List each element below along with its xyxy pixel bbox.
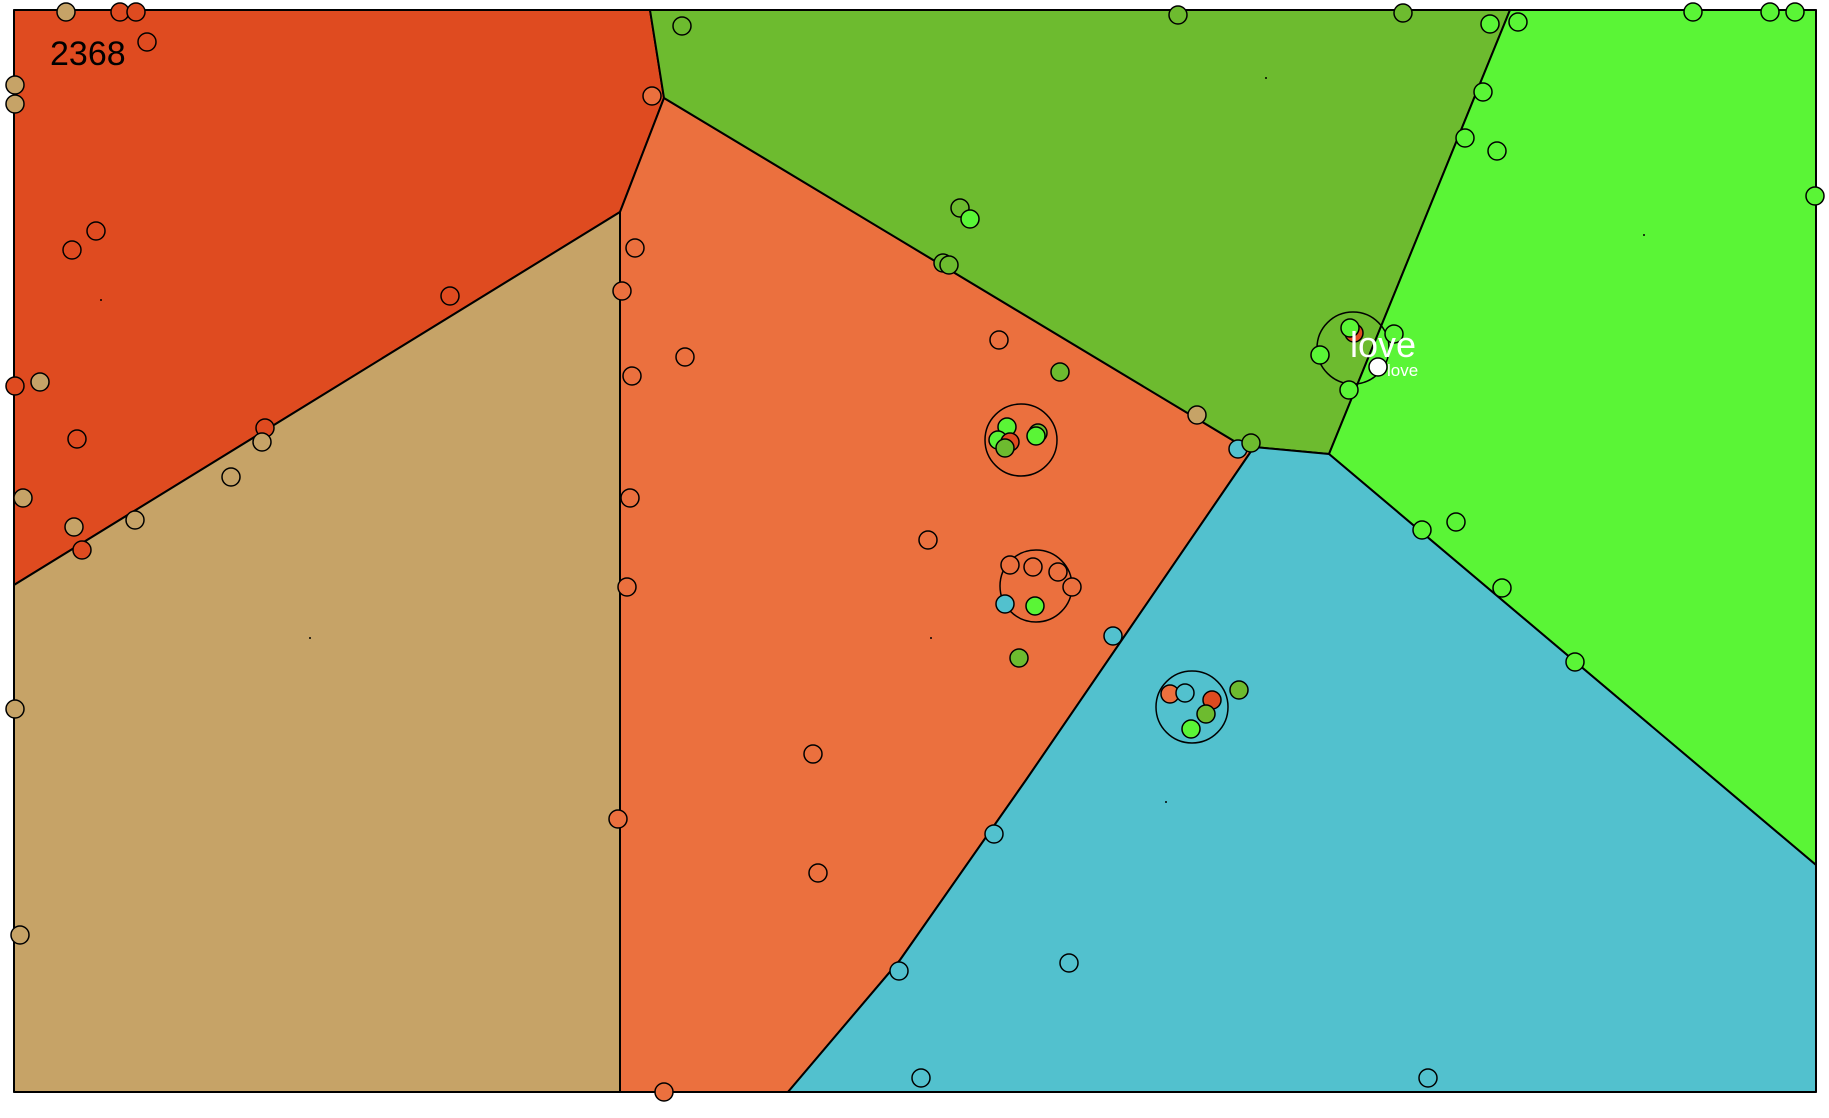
pellet [1009, 648, 1029, 668]
pellet [126, 2, 146, 22]
pellet [86, 221, 106, 241]
pellet [960, 209, 980, 229]
pellet [1187, 405, 1207, 425]
cell [1025, 596, 1045, 616]
pellet [622, 366, 642, 386]
cell [1175, 683, 1195, 703]
pellet [56, 2, 76, 22]
cell [1310, 345, 1330, 365]
pellet [675, 347, 695, 367]
cell [1181, 719, 1201, 739]
pellet [620, 488, 640, 508]
pellet [1455, 128, 1475, 148]
pellet [5, 376, 25, 396]
board-border [13, 9, 1817, 1093]
cell [1384, 324, 1404, 344]
pellet [625, 238, 645, 258]
pellet [440, 286, 460, 306]
cell [1023, 557, 1043, 577]
player-cell [1368, 357, 1388, 377]
pellet [608, 809, 628, 829]
player-cell-label: love [1387, 361, 1418, 380]
cluster-1[interactable] [984, 403, 1058, 477]
pellet [1412, 520, 1432, 540]
pellet [1683, 2, 1703, 22]
pellet [5, 94, 25, 114]
pellet [1508, 12, 1528, 32]
pellet [10, 925, 30, 945]
cell [1062, 577, 1082, 597]
pellet [1050, 362, 1070, 382]
pellet [137, 32, 157, 52]
pellet [918, 530, 938, 550]
cell [995, 438, 1015, 458]
pellet [654, 1082, 674, 1102]
pellet [642, 86, 662, 106]
pellet [911, 1068, 931, 1088]
pellet [221, 467, 241, 487]
pellet [1103, 626, 1123, 646]
player-name-label: love [1350, 324, 1416, 365]
pellet [1492, 578, 1512, 598]
pellet [1446, 512, 1466, 532]
pellet [939, 255, 959, 275]
pellet [808, 863, 828, 883]
pellet [30, 372, 50, 392]
pellet [125, 510, 145, 530]
pellet [617, 577, 637, 597]
pellet [1487, 141, 1507, 161]
pellet [5, 699, 25, 719]
cluster-ring [984, 403, 1058, 477]
cluster-3[interactable] [1155, 670, 1229, 744]
cell [1340, 318, 1360, 338]
pellet [1473, 82, 1493, 102]
pellets [5, 2, 1825, 1102]
pellet [67, 429, 87, 449]
pellet [72, 540, 92, 560]
pellet [672, 16, 692, 36]
pellet [984, 824, 1004, 844]
pellet [1418, 1068, 1438, 1088]
score-counter: 2368 [50, 35, 126, 73]
pellet [1785, 2, 1805, 22]
pellet [1241, 433, 1261, 453]
pellet [1168, 5, 1188, 25]
cell [1196, 704, 1216, 724]
cell [1026, 426, 1046, 446]
cluster-2[interactable] [995, 549, 1082, 623]
pellet [803, 744, 823, 764]
territory-seeds [100, 77, 1645, 803]
pellet [1760, 2, 1780, 22]
cell [1048, 562, 1068, 582]
pellet [989, 330, 1009, 350]
pellet [889, 961, 909, 981]
pellet [1393, 3, 1413, 23]
cell [1000, 555, 1020, 575]
cell [995, 594, 1015, 614]
pellet [1059, 953, 1079, 973]
pellet [1805, 186, 1825, 206]
pellet [612, 281, 632, 301]
pellet [5, 75, 25, 95]
pellet [13, 488, 33, 508]
pellet [1480, 14, 1500, 34]
cluster-ring [1155, 670, 1229, 744]
pellet [252, 432, 272, 452]
pellet [1565, 652, 1585, 672]
pellet [1229, 680, 1249, 700]
player-cluster[interactable]: love love [1310, 311, 1418, 400]
cell [1339, 380, 1359, 400]
pellet [62, 240, 82, 260]
pellet [64, 517, 84, 537]
